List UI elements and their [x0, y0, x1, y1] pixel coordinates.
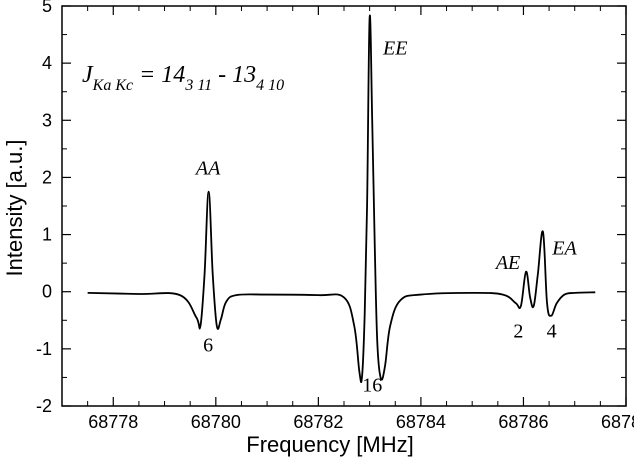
j-label: J: [82, 62, 94, 88]
peak-weight-label: 6: [203, 335, 213, 357]
peak-weight-label: 16: [362, 375, 382, 397]
x-tick-label: 68780: [191, 412, 241, 432]
peak-label: EE: [382, 38, 407, 60]
peak-label: EA: [551, 238, 577, 260]
y-tick-label: 1: [42, 225, 52, 245]
y-tick-label: 5: [42, 0, 52, 16]
y-tick-label: -1: [36, 339, 52, 359]
annotations: AA EE AE EA 6 16 2 4: [194, 38, 578, 397]
y-tick-label: -2: [36, 396, 52, 416]
x-tick-label: 68778: [88, 412, 138, 432]
x-tick-label: 68784: [396, 412, 446, 432]
y-tick-label: 0: [42, 282, 52, 302]
j-subscript: Ka Kc: [92, 77, 133, 94]
x-tick-label: 68788: [601, 412, 634, 432]
peak-label: AE: [494, 252, 520, 274]
lower-level: - 13: [212, 62, 256, 88]
lower-level-subscript: 4 10: [256, 77, 284, 94]
y-axis-title: Intensity [a.u.]: [2, 140, 27, 277]
x-axis-title: Frequency [MHz]: [246, 432, 414, 457]
y-tick-label: 3: [42, 110, 52, 130]
peak-weight-label: 2: [513, 320, 523, 342]
plot-area: 68778 68780 68782 68784 68786 68788 -2 -1 0 1 2 3 4 5…: [36, 0, 634, 432]
x-tick-label: 68782: [293, 412, 343, 432]
y-tick-label: 2: [42, 167, 52, 187]
axis-tick-labels: 68778 68780 68782 68784 68786 68788 -2 -1 0 1 2 3 4 5: [36, 0, 634, 432]
transition-label: JKa Kc = 143 11 - 134 10: [82, 62, 284, 94]
upper-level-subscript: 3 11: [184, 77, 212, 94]
series-line: [87, 14, 596, 384]
axis-ticks: [62, 5, 627, 407]
x-tick-label: 68786: [498, 412, 548, 432]
y-tick-label: 4: [42, 53, 52, 73]
upper-level: = 14: [133, 62, 185, 88]
peak-weight-label: 4: [547, 320, 557, 342]
peak-label: AA: [194, 158, 221, 180]
